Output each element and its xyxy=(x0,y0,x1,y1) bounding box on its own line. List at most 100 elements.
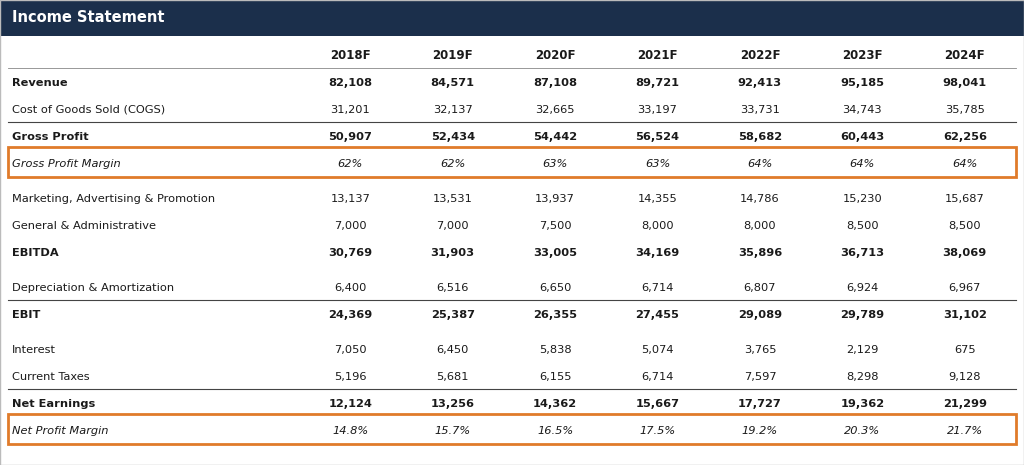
Text: 32,665: 32,665 xyxy=(536,105,574,115)
Text: 6,924: 6,924 xyxy=(846,283,879,293)
Text: 6,714: 6,714 xyxy=(641,283,674,293)
Text: 8,000: 8,000 xyxy=(641,221,674,231)
Text: 34,169: 34,169 xyxy=(635,248,680,258)
Text: 6,516: 6,516 xyxy=(436,283,469,293)
Text: 8,500: 8,500 xyxy=(846,221,879,231)
Text: 6,650: 6,650 xyxy=(539,283,571,293)
Text: 58,682: 58,682 xyxy=(738,132,782,142)
FancyBboxPatch shape xyxy=(8,147,1016,178)
Text: 62%: 62% xyxy=(440,159,465,169)
Text: 33,005: 33,005 xyxy=(534,248,578,258)
Text: 15,230: 15,230 xyxy=(843,194,883,204)
Text: 13,137: 13,137 xyxy=(331,194,370,204)
Text: 3,765: 3,765 xyxy=(743,345,776,355)
Text: 16.5%: 16.5% xyxy=(537,426,573,436)
Text: 14.8%: 14.8% xyxy=(332,426,369,436)
Text: 13,531: 13,531 xyxy=(433,194,473,204)
Text: Interest: Interest xyxy=(12,345,56,355)
Text: 15,667: 15,667 xyxy=(636,399,680,409)
Text: 89,721: 89,721 xyxy=(636,78,680,88)
Text: 34,743: 34,743 xyxy=(843,105,882,115)
Text: 14,362: 14,362 xyxy=(534,399,578,409)
Text: 20.3%: 20.3% xyxy=(845,426,881,436)
Text: Gross Profit: Gross Profit xyxy=(12,132,89,142)
Text: 6,714: 6,714 xyxy=(641,372,674,382)
Text: 36,713: 36,713 xyxy=(841,248,885,258)
Text: 5,074: 5,074 xyxy=(641,345,674,355)
Text: 15.7%: 15.7% xyxy=(434,426,471,436)
Text: 82,108: 82,108 xyxy=(329,78,372,88)
Text: 84,571: 84,571 xyxy=(431,78,475,88)
Text: 7,500: 7,500 xyxy=(539,221,571,231)
Text: 54,442: 54,442 xyxy=(534,132,578,142)
Text: 92,413: 92,413 xyxy=(738,78,782,88)
Text: 6,967: 6,967 xyxy=(948,283,981,293)
Text: 7,597: 7,597 xyxy=(743,372,776,382)
Text: 63%: 63% xyxy=(645,159,670,169)
Text: 95,185: 95,185 xyxy=(841,78,885,88)
Text: 6,450: 6,450 xyxy=(436,345,469,355)
Text: 21.7%: 21.7% xyxy=(947,426,983,436)
Text: Marketing, Advertising & Promotion: Marketing, Advertising & Promotion xyxy=(12,194,215,204)
Text: 675: 675 xyxy=(954,345,976,355)
Text: Gross Profit Margin: Gross Profit Margin xyxy=(12,159,121,169)
Text: 31,201: 31,201 xyxy=(331,105,370,115)
Text: 21,299: 21,299 xyxy=(943,399,987,409)
Text: 29,789: 29,789 xyxy=(841,310,885,320)
Text: 5,196: 5,196 xyxy=(334,372,367,382)
Text: 25,387: 25,387 xyxy=(431,310,475,320)
Text: 38,069: 38,069 xyxy=(943,248,987,258)
Text: EBITDA: EBITDA xyxy=(12,248,58,258)
Text: 17.5%: 17.5% xyxy=(639,426,676,436)
Text: 2021F: 2021F xyxy=(637,49,678,62)
Text: 27,455: 27,455 xyxy=(636,310,680,320)
Text: 2020F: 2020F xyxy=(535,49,575,62)
Text: 8,000: 8,000 xyxy=(743,221,776,231)
Text: 2023F: 2023F xyxy=(842,49,883,62)
Text: 35,896: 35,896 xyxy=(738,248,782,258)
Text: 63%: 63% xyxy=(543,159,567,169)
Text: 98,041: 98,041 xyxy=(943,78,987,88)
Text: 2,129: 2,129 xyxy=(846,345,879,355)
Text: 19,362: 19,362 xyxy=(841,399,885,409)
Text: 29,089: 29,089 xyxy=(738,310,782,320)
Bar xyxy=(0,0,1024,36)
Text: Cost of Goods Sold (COGS): Cost of Goods Sold (COGS) xyxy=(12,105,165,115)
Text: Income Statement: Income Statement xyxy=(12,11,165,26)
Text: 56,524: 56,524 xyxy=(636,132,680,142)
Text: 14,786: 14,786 xyxy=(740,194,779,204)
Text: Net Profit Margin: Net Profit Margin xyxy=(12,426,109,436)
Text: 31,102: 31,102 xyxy=(943,310,987,320)
Text: 87,108: 87,108 xyxy=(534,78,578,88)
Text: 13,937: 13,937 xyxy=(536,194,575,204)
Text: 2024F: 2024F xyxy=(944,49,985,62)
Text: 52,434: 52,434 xyxy=(430,132,475,142)
Text: 5,838: 5,838 xyxy=(539,345,571,355)
Text: 8,500: 8,500 xyxy=(948,221,981,231)
FancyBboxPatch shape xyxy=(8,414,1016,445)
Text: 17,727: 17,727 xyxy=(738,399,781,409)
Text: 24,369: 24,369 xyxy=(328,310,373,320)
Text: 35,785: 35,785 xyxy=(945,105,985,115)
Text: 26,355: 26,355 xyxy=(534,310,578,320)
Text: 33,197: 33,197 xyxy=(638,105,678,115)
Text: General & Administrative: General & Administrative xyxy=(12,221,156,231)
Text: 12,124: 12,124 xyxy=(329,399,372,409)
Text: 5,681: 5,681 xyxy=(436,372,469,382)
Text: Net Earnings: Net Earnings xyxy=(12,399,95,409)
Text: Current Taxes: Current Taxes xyxy=(12,372,90,382)
Text: 32,137: 32,137 xyxy=(433,105,472,115)
Text: 6,155: 6,155 xyxy=(539,372,571,382)
Text: 30,769: 30,769 xyxy=(328,248,373,258)
Text: EBIT: EBIT xyxy=(12,310,40,320)
Text: 9,128: 9,128 xyxy=(948,372,981,382)
Text: 64%: 64% xyxy=(850,159,874,169)
Text: 6,807: 6,807 xyxy=(743,283,776,293)
Text: Revenue: Revenue xyxy=(12,78,68,88)
Text: 64%: 64% xyxy=(952,159,978,169)
Text: 6,400: 6,400 xyxy=(334,283,367,293)
Text: 19.2%: 19.2% xyxy=(741,426,778,436)
Text: 7,000: 7,000 xyxy=(334,221,367,231)
Text: 2022F: 2022F xyxy=(739,49,780,62)
Text: 62%: 62% xyxy=(338,159,362,169)
